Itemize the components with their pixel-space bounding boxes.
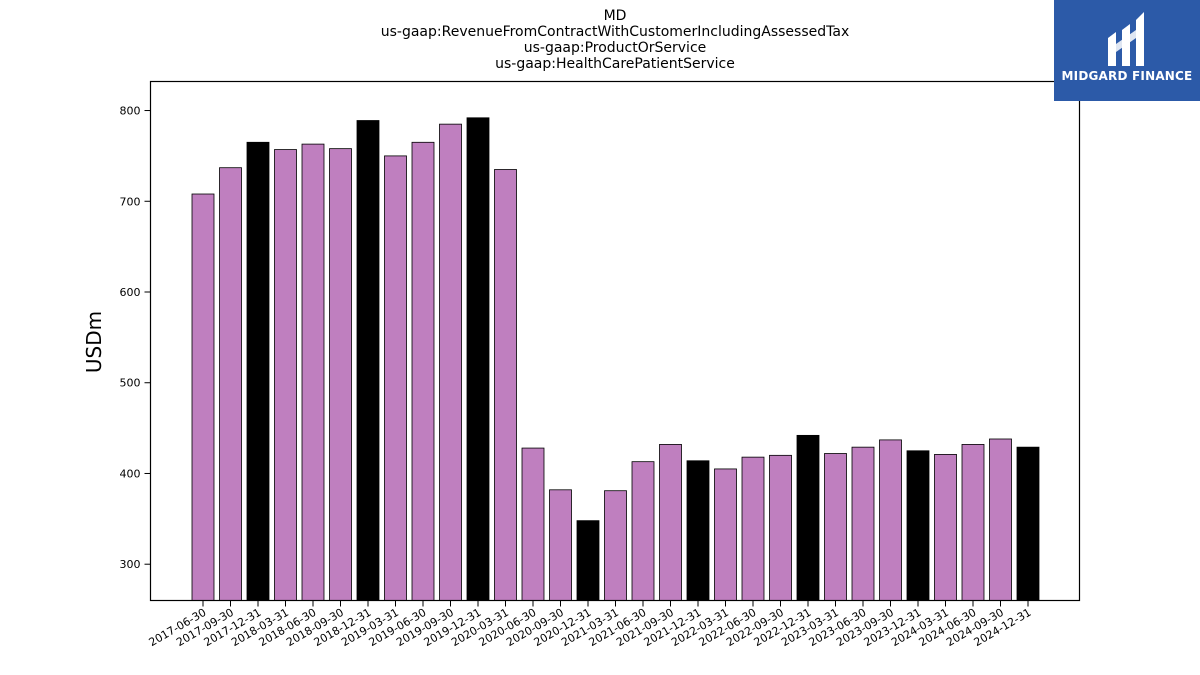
y-tick-label: 300 — [120, 558, 141, 571]
title-line-3: us-gaap:ProductOrService — [524, 40, 707, 56]
y-tick-label: 400 — [120, 467, 141, 480]
bar-2018-03-31 — [274, 149, 297, 601]
bar-2018-06-30 — [301, 143, 325, 601]
plot-frame — [149, 80, 1081, 602]
bar-2018-12-31 — [356, 120, 380, 601]
bar-2020-09-30 — [549, 489, 572, 601]
bar-2024-12-31 — [1016, 446, 1040, 601]
y-tick-label: 600 — [120, 286, 141, 299]
chart-title: MD us-gaap:RevenueFromContractWithCustom… — [381, 8, 850, 72]
bar-2023-12-31 — [906, 450, 930, 601]
bar-2021-12-31 — [686, 460, 710, 601]
y-tick-label: 800 — [120, 105, 141, 118]
bar-2021-03-31 — [604, 490, 627, 601]
bar-2019-12-31 — [466, 117, 490, 601]
y-tick-label: 500 — [120, 377, 141, 390]
title-line-2: us-gaap:RevenueFromContractWithCustomerI… — [381, 24, 850, 40]
brand-logo: MIDGARD FINANCE — [1054, 0, 1200, 101]
bar-2021-09-30 — [659, 444, 682, 601]
bar-2024-09-30 — [989, 438, 1012, 601]
midgard-logo-icon — [1108, 12, 1144, 66]
bar-2023-06-30 — [851, 446, 875, 601]
x-axis: 2017-06-302017-09-302017-12-312018-03-31… — [147, 600, 1034, 649]
bar-2021-06-30 — [631, 461, 655, 601]
y-tick-label: 700 — [120, 195, 141, 208]
bar-2020-03-31 — [494, 169, 517, 601]
bar-2022-03-31 — [714, 468, 737, 601]
bar-2022-06-30 — [741, 456, 765, 601]
bar-2020-06-30 — [521, 447, 545, 601]
y-axis-label: USDm — [82, 311, 106, 373]
bar-2019-06-30 — [411, 141, 435, 601]
bar-2019-03-31 — [384, 155, 407, 601]
bar-2022-12-31 — [796, 434, 820, 601]
bar-2017-06-30 — [191, 193, 215, 601]
bar-2024-03-31 — [934, 454, 957, 601]
title-line-4: us-gaap:HealthCarePatientService — [495, 56, 735, 72]
bars-group — [191, 117, 1040, 601]
bar-2018-09-30 — [329, 148, 352, 601]
bar-2020-12-31 — [576, 520, 600, 601]
bar-2023-09-30 — [879, 439, 902, 601]
title-line-1: MD — [604, 8, 627, 24]
bar-2024-06-30 — [961, 444, 985, 601]
brand-name: MIDGARD FINANCE — [1061, 69, 1193, 83]
bar-2019-09-30 — [439, 123, 462, 601]
bar-2022-09-30 — [769, 454, 792, 601]
y-axis: 300 400 500 600 700 800 — [120, 105, 151, 571]
bar-2017-12-31 — [246, 141, 270, 601]
bar-2023-03-31 — [824, 453, 847, 601]
bar-2017-09-30 — [219, 167, 242, 601]
